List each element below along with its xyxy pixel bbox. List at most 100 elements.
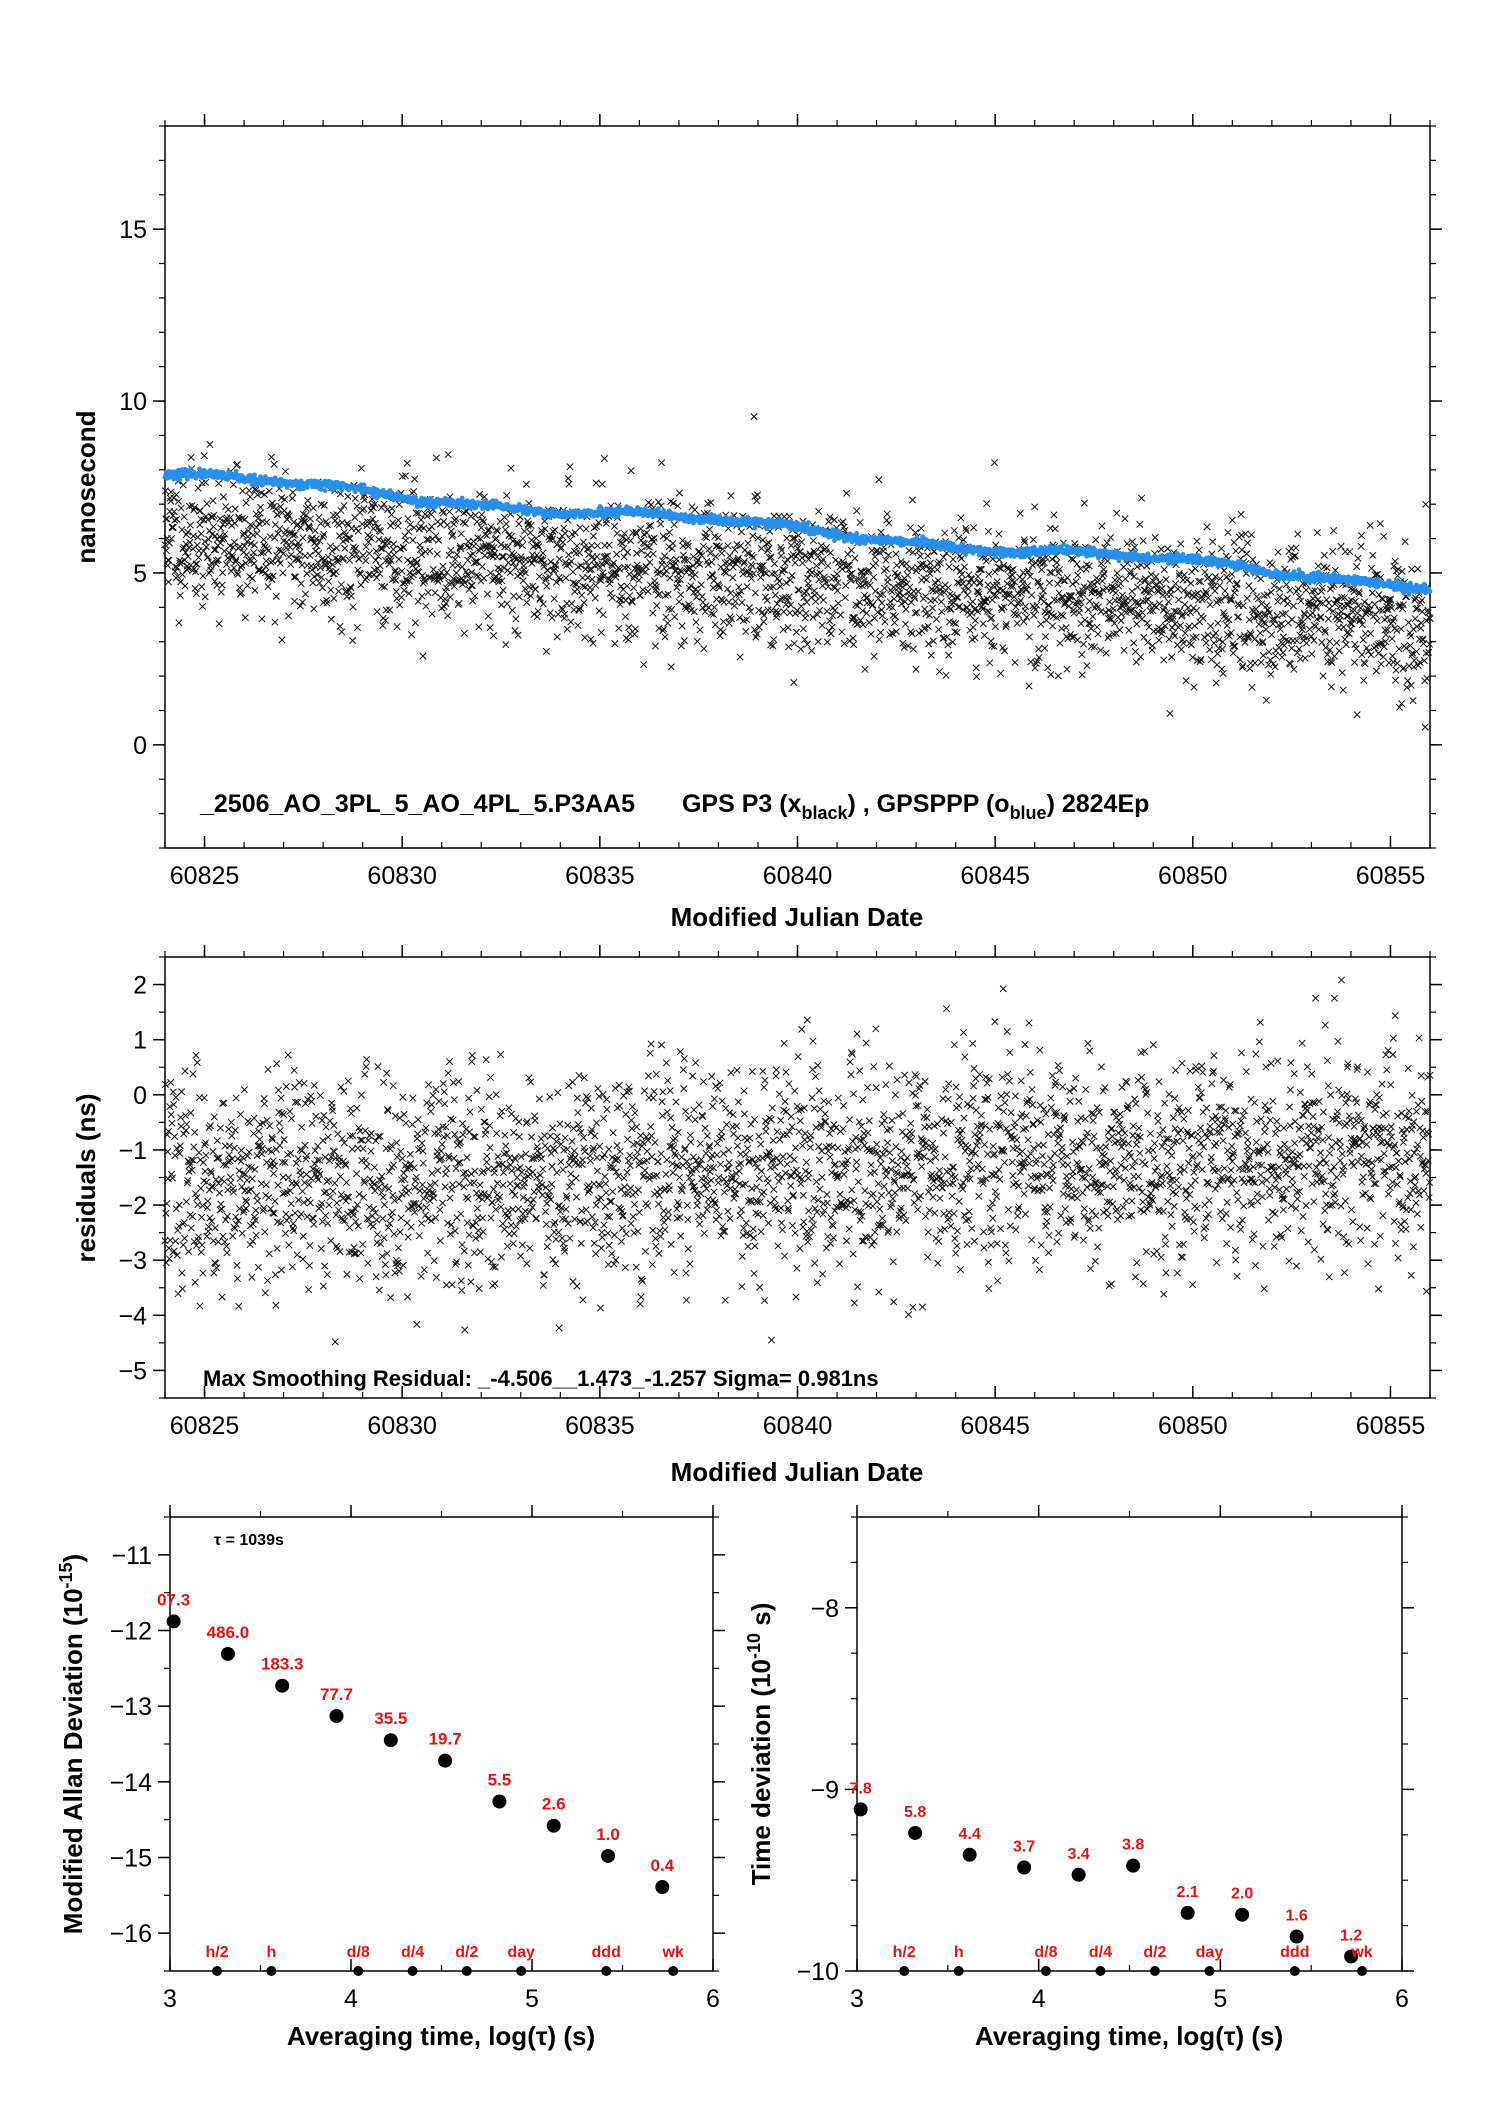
scatter-point bbox=[589, 532, 598, 540]
scatter-point bbox=[553, 633, 561, 641]
scatter-point bbox=[1273, 612, 1281, 620]
scatter-point bbox=[1028, 561, 1037, 569]
scatter-point bbox=[257, 549, 265, 557]
scatter-point bbox=[367, 534, 375, 542]
scatter-point bbox=[175, 619, 183, 627]
scatter-point bbox=[681, 556, 689, 564]
scatter-point bbox=[859, 621, 867, 629]
scatter-point bbox=[950, 526, 958, 535]
scatter-point bbox=[1040, 559, 1048, 567]
scatter-point bbox=[397, 593, 406, 601]
scatter-point bbox=[1027, 556, 1035, 564]
scatter-point bbox=[271, 618, 279, 626]
scatter-point bbox=[1220, 567, 1228, 575]
scatter-point bbox=[371, 519, 379, 527]
scatter-point bbox=[237, 589, 245, 597]
scatter-point bbox=[1196, 658, 1204, 666]
scatter-point bbox=[1069, 580, 1077, 588]
scatter-point bbox=[357, 581, 365, 589]
scatter-point bbox=[436, 520, 444, 528]
scatter-point bbox=[303, 570, 311, 578]
scatter-point bbox=[773, 600, 781, 608]
scatter-point bbox=[952, 593, 961, 601]
scatter-point bbox=[643, 542, 651, 550]
scatter-point bbox=[201, 537, 209, 546]
scatter-point bbox=[203, 500, 211, 508]
scatter-point bbox=[772, 613, 780, 621]
scatter-point bbox=[797, 645, 805, 653]
scatter-point bbox=[418, 551, 426, 559]
scatter-point bbox=[955, 534, 963, 542]
scatter-point bbox=[452, 515, 460, 523]
scatter-point bbox=[988, 642, 996, 650]
scatter-point bbox=[253, 530, 261, 538]
scatter-point bbox=[750, 569, 758, 578]
scatter-point bbox=[781, 566, 789, 574]
scatter-point bbox=[347, 592, 355, 600]
scatter-point bbox=[1093, 578, 1102, 586]
scatter-point bbox=[941, 529, 949, 537]
scatter-point bbox=[1016, 509, 1024, 517]
scatter-point bbox=[1036, 582, 1044, 590]
scatter-point bbox=[749, 553, 757, 561]
scatter-point bbox=[500, 564, 508, 572]
scatter-point bbox=[164, 556, 172, 564]
scatter-point bbox=[401, 472, 409, 480]
scatter-point bbox=[232, 556, 240, 564]
scatter-point bbox=[802, 551, 810, 559]
scatter-point bbox=[586, 566, 594, 574]
scatter-point bbox=[1193, 537, 1201, 545]
scatter-point bbox=[1288, 615, 1296, 624]
scatter-point bbox=[449, 531, 457, 539]
scatter-point bbox=[815, 576, 823, 584]
scatter-point bbox=[1274, 548, 1282, 556]
scatter-point bbox=[219, 569, 227, 577]
scatter-point bbox=[1185, 622, 1193, 630]
scatter-point bbox=[354, 527, 362, 535]
scatter-point bbox=[1138, 615, 1146, 623]
scatter-point bbox=[407, 631, 416, 639]
scatter-point bbox=[845, 561, 853, 569]
scatter-point bbox=[1212, 629, 1220, 637]
scatter-point bbox=[656, 568, 664, 577]
scatter-point bbox=[1034, 579, 1042, 587]
scatter-point bbox=[1031, 664, 1039, 672]
scatter-point bbox=[945, 563, 953, 571]
scatter-point bbox=[258, 615, 266, 623]
scatter-point bbox=[1266, 656, 1274, 664]
scatter-point bbox=[477, 524, 485, 532]
scatter-point bbox=[1191, 565, 1199, 573]
scatter-point bbox=[838, 628, 846, 636]
scatter-point bbox=[992, 592, 1000, 600]
scatter-point bbox=[323, 599, 331, 607]
scatter-point bbox=[819, 596, 828, 604]
scatter-point bbox=[224, 505, 232, 514]
scatter-point bbox=[357, 464, 365, 472]
scatter-point bbox=[981, 598, 989, 606]
scatter-point bbox=[1011, 658, 1019, 666]
scatter-point bbox=[198, 583, 206, 591]
scatter-point bbox=[954, 603, 962, 611]
scatter-point bbox=[180, 513, 188, 521]
scatter-point bbox=[674, 579, 682, 588]
scatter-point bbox=[925, 565, 933, 573]
scatter-point bbox=[373, 574, 381, 582]
scatter-point bbox=[226, 514, 235, 522]
scatter-point bbox=[254, 514, 262, 523]
scatter-point bbox=[392, 576, 400, 584]
scatter-point bbox=[859, 607, 867, 615]
scatter-point bbox=[610, 522, 619, 530]
scatter-point bbox=[1182, 677, 1190, 685]
scatter-point bbox=[197, 530, 205, 538]
scatter-point bbox=[560, 524, 568, 532]
scatter-point bbox=[787, 541, 795, 550]
scatter-point bbox=[1268, 561, 1276, 569]
scatter-point bbox=[581, 633, 589, 642]
scatter-point bbox=[1223, 621, 1231, 630]
scatter-point bbox=[221, 530, 229, 538]
scatter-point bbox=[196, 507, 204, 515]
ts-ytick-label: 5 bbox=[133, 560, 147, 588]
scatter-point bbox=[785, 593, 793, 601]
scatter-point bbox=[1176, 621, 1184, 630]
scatter-point bbox=[1187, 641, 1195, 649]
